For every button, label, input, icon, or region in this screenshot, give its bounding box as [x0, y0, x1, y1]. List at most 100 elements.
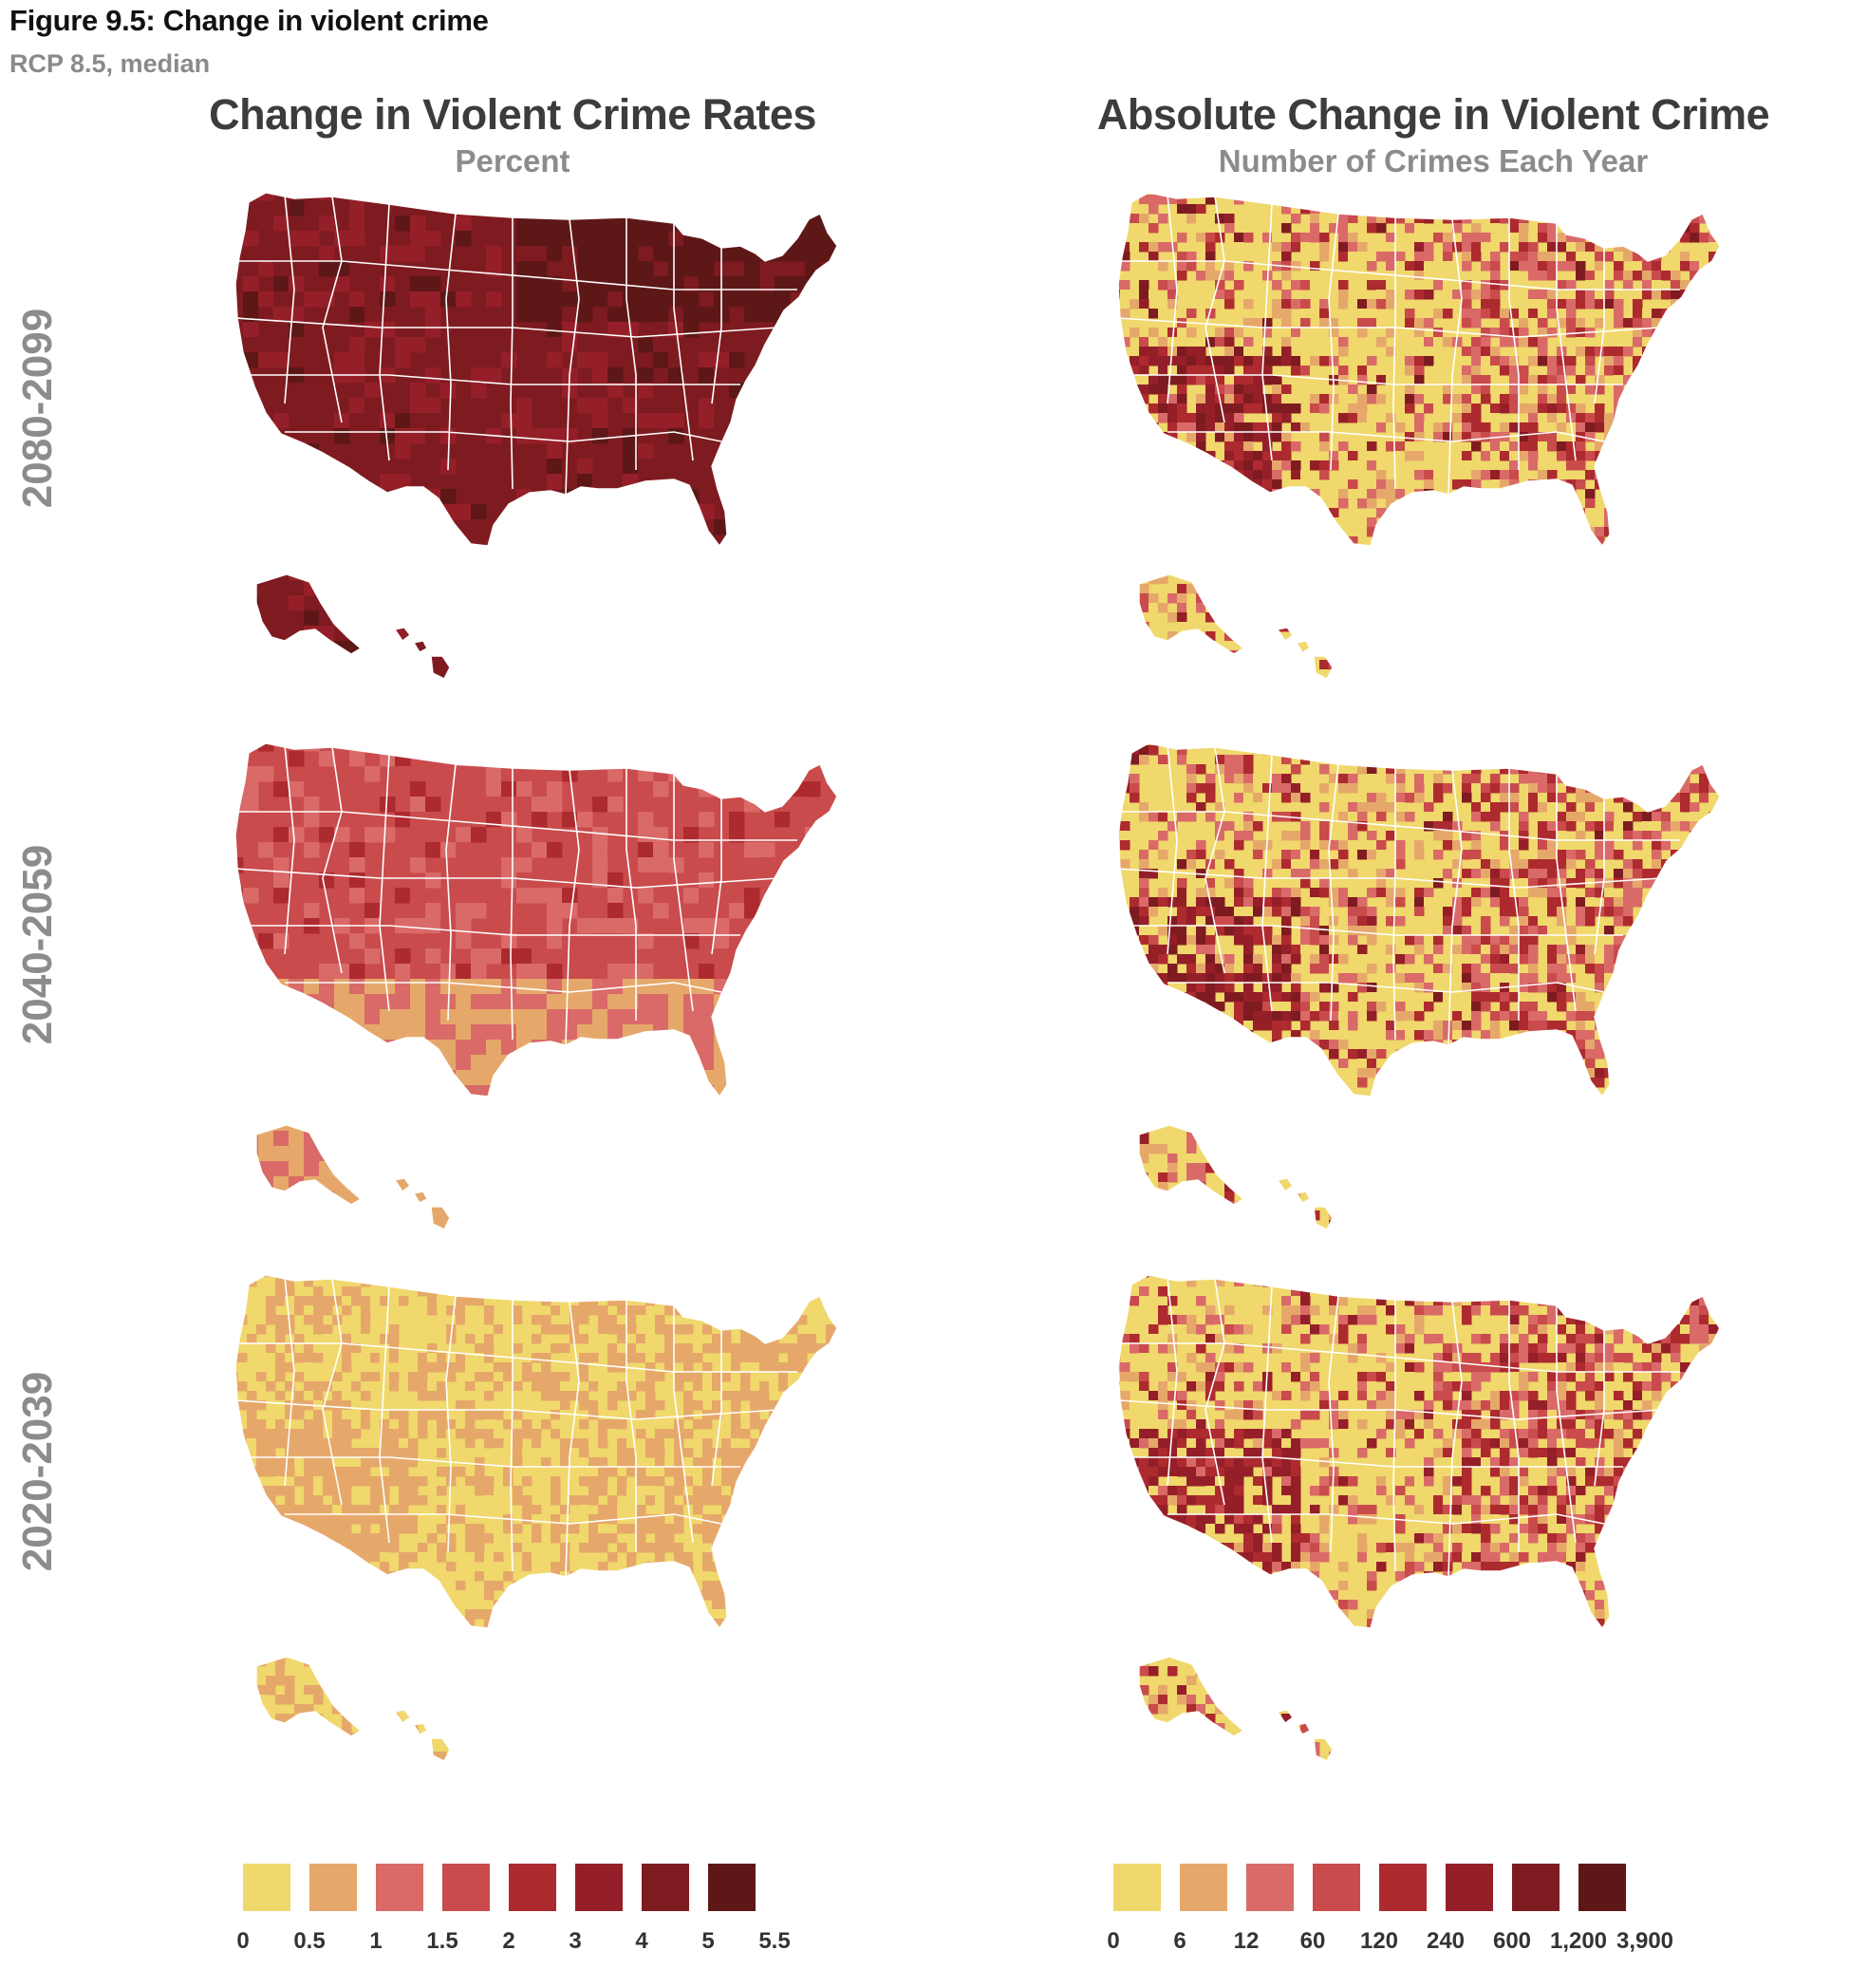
- county-cell: [1424, 422, 1434, 433]
- county-cell: [1528, 422, 1539, 433]
- county-cell: [1718, 460, 1720, 471]
- county-cell: [1262, 565, 1273, 575]
- county-cell: [1253, 536, 1263, 547]
- county-cell: [1642, 318, 1653, 328]
- county-cell: [1414, 394, 1425, 404]
- county-cell: [1234, 565, 1244, 575]
- county-cell: [1680, 850, 1690, 860]
- county-cell: [1633, 299, 1643, 309]
- county-cell: [1386, 498, 1396, 509]
- county-cell: [668, 1191, 684, 1208]
- county-cell: [1690, 271, 1700, 281]
- county-cell: [1186, 755, 1197, 765]
- county-cell: [1671, 193, 1681, 196]
- county-cell: [1642, 204, 1653, 215]
- county-cell: [1177, 451, 1187, 461]
- county-cell: [1490, 413, 1501, 423]
- state-border-line: [285, 431, 722, 442]
- county-cell: [1661, 422, 1672, 433]
- county-cell: [592, 246, 608, 262]
- county-cell: [1338, 517, 1349, 528]
- county-cell: [1395, 261, 1406, 272]
- county-cell: [1367, 755, 1377, 765]
- county-cell: [1642, 432, 1653, 442]
- county-cell: [547, 1116, 563, 1132]
- county-cell: [1671, 669, 1681, 679]
- county-cell: [1205, 252, 1216, 262]
- county-cell: [1234, 242, 1244, 253]
- county-cell: [1728, 660, 1738, 670]
- county-cell: [1528, 527, 1539, 537]
- county-cell: [1348, 233, 1358, 243]
- county-cell: [820, 565, 836, 581]
- county-cell: [1699, 347, 1709, 357]
- county-cell: [638, 307, 654, 323]
- county-cell: [1443, 812, 1453, 822]
- us-choropleth-svg: [1117, 742, 1721, 1230]
- county-cell: [1661, 527, 1672, 537]
- county-cell: [440, 1176, 457, 1192]
- county-cell: [1433, 432, 1444, 442]
- county-cell: [1386, 366, 1396, 376]
- county-cell: [1319, 745, 1330, 756]
- county-cell: [440, 383, 457, 399]
- county-cell: [1300, 688, 1311, 699]
- county-cell: [1462, 869, 1472, 879]
- county-cell: [1386, 233, 1396, 243]
- county-cell: [1576, 679, 1586, 689]
- county-cell: [1557, 888, 1567, 898]
- county-cell: [1680, 669, 1690, 679]
- county-cell: [1538, 859, 1548, 870]
- county-cell: [289, 994, 305, 1010]
- county-cell: [835, 216, 837, 232]
- county-cell: [729, 656, 745, 672]
- county-cell: [1405, 479, 1415, 490]
- county-cell: [729, 428, 745, 444]
- county-cell: [699, 367, 715, 384]
- county-cell: [243, 1116, 259, 1132]
- county-cell: [1139, 584, 1149, 594]
- county-cell: [668, 580, 684, 596]
- county-cell: [1118, 743, 1121, 746]
- county-cell: [1338, 743, 1349, 746]
- county-cell: [1300, 793, 1311, 803]
- county-cell: [1509, 470, 1520, 480]
- county-cell: [744, 1055, 760, 1071]
- county-cell: [1557, 356, 1567, 366]
- county-cell: [1576, 347, 1586, 357]
- county-cell: [638, 193, 654, 201]
- county-cell: [235, 519, 244, 535]
- county-cell: [1186, 328, 1197, 338]
- county-cell: [805, 1100, 821, 1116]
- county-cell: [1215, 214, 1225, 224]
- county-cell: [243, 1237, 259, 1253]
- state-border-line: [711, 248, 722, 404]
- county-cell: [349, 1009, 365, 1025]
- county-cell: [850, 246, 867, 262]
- county-cell: [380, 1207, 396, 1223]
- county-cell: [1433, 679, 1444, 689]
- county-cell: [1519, 328, 1529, 338]
- county-cell: [683, 1116, 700, 1132]
- county-cell: [1167, 840, 1178, 851]
- county-cell: [1386, 869, 1396, 879]
- county-cell: [1272, 641, 1282, 651]
- county-cell: [1538, 195, 1548, 205]
- county-cell: [759, 610, 775, 627]
- county-cell: [668, 519, 684, 535]
- county-cell: [258, 1131, 274, 1147]
- county-cell: [1234, 233, 1244, 243]
- county-cell: [1604, 612, 1615, 623]
- county-cell: [258, 519, 274, 535]
- county-cell: [1642, 223, 1653, 234]
- county-cell: [1376, 470, 1387, 480]
- county-cell: [1186, 743, 1197, 746]
- county-cell: [1234, 555, 1244, 566]
- county-cell: [1234, 413, 1244, 423]
- county-cell: [1642, 612, 1653, 623]
- county-cell: [729, 686, 745, 703]
- county-cell: [1139, 755, 1149, 765]
- county-cell: [729, 1146, 745, 1162]
- county-cell: [1338, 783, 1349, 794]
- county-cell: [1566, 261, 1577, 272]
